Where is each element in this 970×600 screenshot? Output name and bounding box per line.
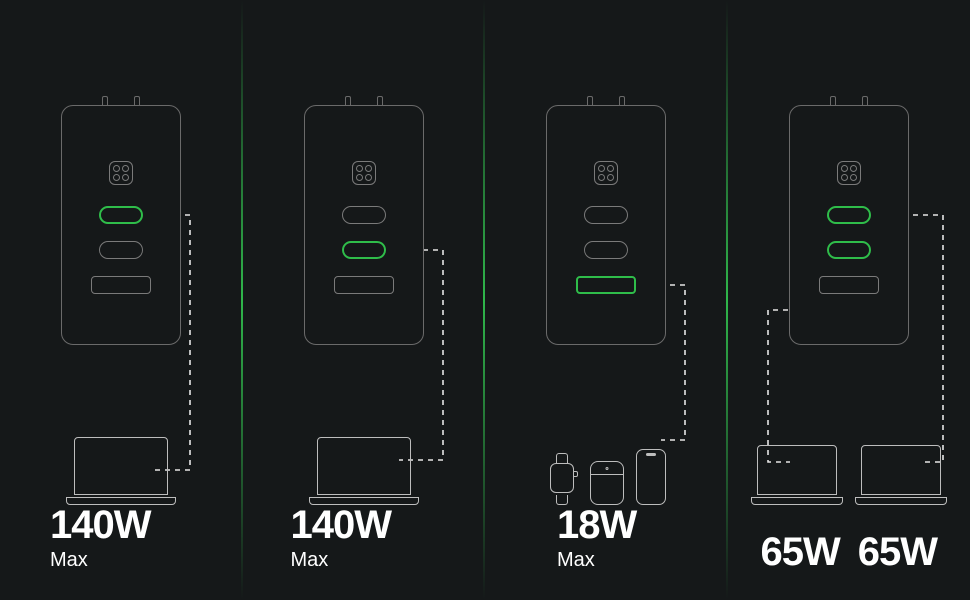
max-label: Max [50,549,151,572]
usb-a-port [91,276,151,294]
prong [862,96,868,106]
usb-c-port-2 [99,241,143,259]
usb-c-port-2 [584,241,628,259]
laptop-icon [309,437,419,505]
usb-c-port-2 [827,241,871,259]
config-panel-4: 65W 65W [728,0,970,600]
prong [345,96,351,106]
laptop-icon [751,445,843,505]
charger-body [304,105,424,345]
airpods-icon [590,461,624,505]
usb-a-port [334,276,394,294]
charger-body [61,105,181,345]
watch-icon [546,453,578,505]
prong [377,96,383,106]
watt-label-block: 18W Max [557,505,636,572]
prong [134,96,140,106]
devices-row [243,437,486,505]
laptop-icon [855,445,947,505]
usb-c-port-1 [342,206,386,224]
config-panel-2: 140W Max [243,0,486,600]
charger-body [789,105,909,345]
max-label: Max [557,549,636,572]
usb-c-port-1 [99,206,143,224]
max-label: Max [291,549,392,572]
watt-label: 65W [858,532,937,572]
prong [619,96,625,106]
usb-a-port [576,276,636,294]
laptop-icon [66,437,176,505]
watt-label-block: 65W 65W [728,532,970,572]
charger-badge [837,161,861,185]
usb-c-port-2 [342,241,386,259]
config-panel-1: 140W Max [0,0,243,600]
usb-c-port-1 [584,206,628,224]
config-panel-3: 18W Max [485,0,728,600]
devices-row [0,437,243,505]
charger-badge [109,161,133,185]
prong [102,96,108,106]
devices-row [728,445,970,505]
prong [830,96,836,106]
usb-a-port [819,276,879,294]
phone-icon [636,449,666,505]
prong [587,96,593,106]
charger-body [546,105,666,345]
usb-c-port-1 [827,206,871,224]
charger-badge [352,161,376,185]
watt-label: 140W [291,505,392,545]
watt-label-block: 140W Max [291,505,392,572]
watt-label: 18W [557,505,636,545]
devices-row [485,449,728,505]
charger-badge [594,161,618,185]
watt-label: 65W [761,532,840,572]
watt-label: 140W [50,505,151,545]
watt-label-block: 140W Max [50,505,151,572]
